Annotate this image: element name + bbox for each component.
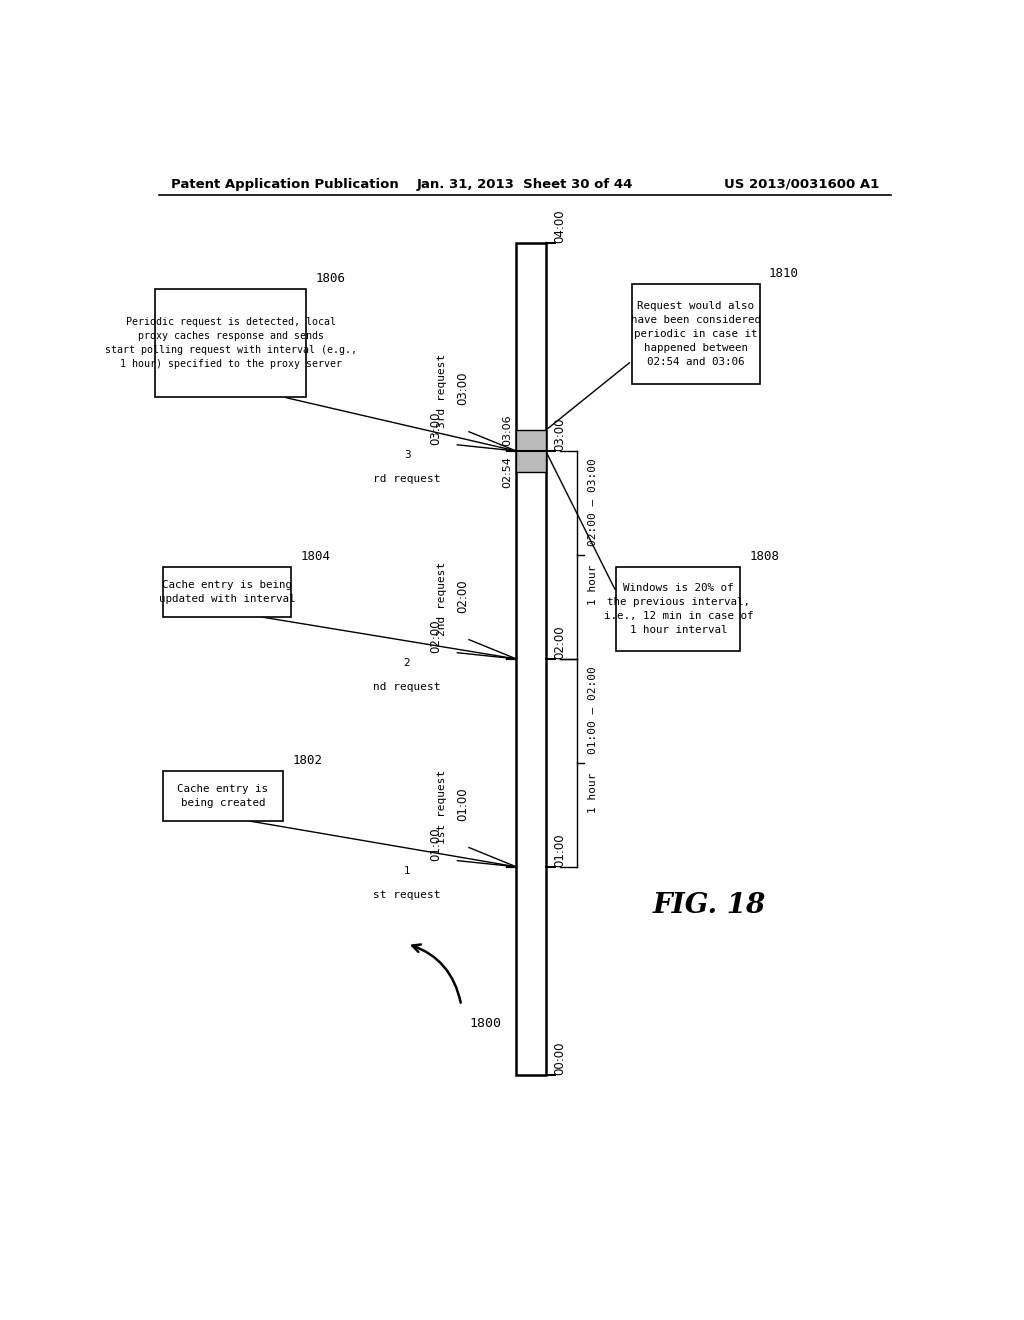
Text: 03:00: 03:00	[457, 371, 469, 405]
FancyBboxPatch shape	[616, 566, 740, 651]
Text: FIG. 18: FIG. 18	[652, 892, 766, 919]
Text: st request: st request	[374, 890, 440, 900]
Text: 2nd request: 2nd request	[437, 561, 446, 636]
Text: 1810: 1810	[769, 267, 799, 280]
Text: 2: 2	[403, 657, 411, 668]
Text: 3: 3	[403, 450, 411, 459]
Text: 02:00 – 03:00: 02:00 – 03:00	[589, 458, 598, 545]
Text: 03:06: 03:06	[503, 414, 512, 446]
Text: 02:00: 02:00	[553, 626, 566, 659]
FancyBboxPatch shape	[632, 284, 760, 384]
Text: 02:54: 02:54	[503, 455, 512, 487]
Text: 1802: 1802	[292, 754, 323, 767]
Text: 1: 1	[403, 866, 411, 875]
Text: nd request: nd request	[374, 682, 440, 692]
Text: Cache entry is being
updated with interval: Cache entry is being updated with interv…	[159, 579, 295, 603]
Text: Cache entry is
being created: Cache entry is being created	[177, 784, 268, 808]
Text: 1808: 1808	[750, 549, 779, 562]
Text: 02:00: 02:00	[457, 579, 469, 612]
Text: 01:00 – 02:00: 01:00 – 02:00	[589, 665, 598, 754]
Text: Windows is 20% of
the previous interval,
i.e., 12 min in case of
1 hour interval: Windows is 20% of the previous interval,…	[603, 583, 753, 635]
Text: 01:00: 01:00	[553, 833, 566, 867]
Text: 1804: 1804	[300, 549, 330, 562]
FancyBboxPatch shape	[155, 289, 306, 397]
Text: Jan. 31, 2013  Sheet 30 of 44: Jan. 31, 2013 Sheet 30 of 44	[417, 178, 633, 190]
Text: 3rd request: 3rd request	[437, 354, 446, 428]
Text: 1806: 1806	[315, 272, 345, 285]
Text: 00:00: 00:00	[553, 1041, 566, 1074]
Bar	[516, 243, 546, 1074]
Text: US 2013/0031600 A1: US 2013/0031600 A1	[725, 178, 880, 190]
Text: 03:00: 03:00	[553, 417, 566, 451]
FancyBboxPatch shape	[163, 566, 291, 616]
Text: rd request: rd request	[374, 474, 440, 484]
Text: Periodic request is detected, local
proxy caches response and sends
start pollin: Periodic request is detected, local prox…	[104, 317, 356, 370]
Text: 1800: 1800	[469, 1016, 501, 1030]
Text: 01:00: 01:00	[457, 787, 469, 821]
Text: 1 hour: 1 hour	[589, 772, 598, 813]
Text: 1 hour: 1 hour	[589, 564, 598, 605]
FancyBboxPatch shape	[163, 771, 283, 821]
Text: 03:00: 03:00	[429, 412, 442, 445]
Bar	[516, 430, 546, 471]
Text: Patent Application Publication: Patent Application Publication	[171, 178, 398, 190]
Text: 01:00: 01:00	[429, 828, 442, 861]
Text: 02:00: 02:00	[429, 619, 442, 653]
Text: Request would also
have been considered
periodic in case it
happened between
02:: Request would also have been considered …	[631, 301, 761, 367]
Text: 04:00: 04:00	[553, 210, 566, 243]
Text: 1st request: 1st request	[437, 770, 446, 843]
